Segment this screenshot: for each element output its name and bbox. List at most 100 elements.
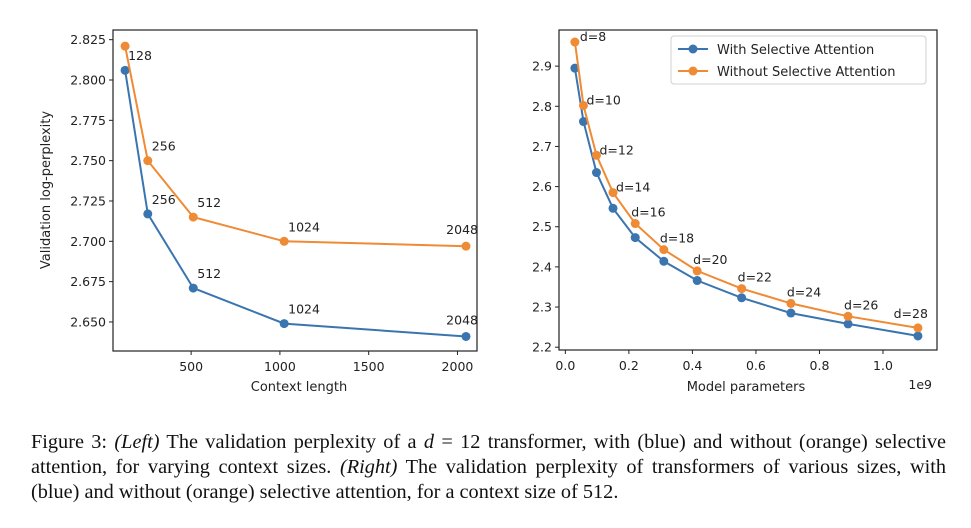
left-point-orange — [461, 241, 471, 251]
right-point-orange — [786, 298, 796, 308]
left-y-axis-label: Validation log-perplexity — [39, 111, 54, 269]
left-x-tick-label: 1500 — [353, 359, 385, 374]
right-point-orange — [630, 219, 640, 229]
right-point-blue — [578, 117, 588, 127]
right-point-orange — [570, 37, 580, 47]
legend-marker-blue — [688, 44, 698, 54]
left-data-label: 256 — [152, 192, 176, 207]
left-data-label: 512 — [197, 266, 221, 281]
figure: 2.6502.6752.7002.7252.7502.7752.8002.825… — [39, 29, 938, 395]
right-y-tick-label: 2.5 — [532, 219, 552, 234]
right-point-orange — [659, 245, 669, 255]
left-y-tick-label: 2.725 — [70, 193, 106, 208]
right-point-blue — [786, 308, 796, 318]
left-point-orange — [143, 156, 153, 166]
right-point-blue — [591, 168, 601, 178]
right-point-blue — [913, 331, 923, 341]
right-point-blue — [630, 233, 640, 243]
right-data-label: d=8 — [580, 29, 606, 44]
right-x-tick-label: 0.6 — [746, 358, 766, 373]
left-series-blue: 256 512 1024 2048 — [120, 65, 478, 341]
left-point-orange — [120, 41, 130, 51]
left-data-label: 2048 — [446, 312, 478, 327]
left-x-tick-label: 2000 — [442, 359, 474, 374]
left-x-tick-label: 500 — [179, 359, 203, 374]
right-y-tick-label: 2.6 — [532, 179, 552, 194]
right-data-label: d=18 — [660, 231, 694, 246]
right-series-orange: d=8 d=10 d=12 d=14 d=16 d=18 d=20 d=22 d=24 d=26 d… — [570, 29, 928, 333]
caption-left-tag: (Left) — [114, 431, 160, 453]
right-point-orange — [608, 188, 618, 198]
left-data-label: 256 — [152, 139, 176, 154]
right-data-label: d=26 — [844, 297, 878, 312]
right-line-blue — [573, 67, 919, 337]
caption-math-var: d — [423, 431, 435, 453]
right-x-ticks: 0.0 0.2 0.4 0.6 0.8 1.0 — [555, 350, 893, 373]
left-y-tick-label: 2.800 — [70, 73, 106, 88]
right-y-tick-label: 2.4 — [532, 259, 552, 274]
left-y-tick-label: 2.675 — [70, 274, 106, 289]
left-y-tick-label: 2.825 — [70, 32, 106, 47]
right-y-tick-label: 2.7 — [532, 139, 552, 154]
caption-part3: The validation perplexity of transformer… — [31, 456, 946, 503]
right-point-blue — [659, 256, 669, 266]
right-y-tick-label: 2.8 — [532, 99, 552, 114]
right-plot-frame — [558, 29, 938, 351]
caption-prefix: Figure 3: — [31, 431, 115, 453]
left-point-blue — [120, 65, 130, 75]
left-y-tick-label: 2.700 — [70, 234, 106, 249]
right-y-tick-label: 2.2 — [532, 340, 552, 355]
right-point-blue — [692, 276, 702, 286]
right-point-orange — [737, 284, 747, 294]
legend-entry-with: With Selective Attention — [717, 43, 874, 58]
right-x-tick-label: 1.0 — [873, 358, 893, 373]
legend-entry-without: Without Selective Attention — [717, 65, 895, 80]
right-data-label: d=14 — [616, 180, 650, 195]
left-data-label: 2048 — [446, 222, 478, 237]
right-point-orange — [843, 311, 853, 321]
left-data-label: 1024 — [288, 302, 320, 317]
left-data-label: 128 — [128, 48, 152, 63]
left-plot-frame — [112, 29, 478, 352]
left-data-label: 1024 — [288, 219, 320, 234]
right-y-ticks: 2.2 2.3 2.4 2.5 2.6 2.7 2.8 2.9 — [532, 59, 559, 355]
right-data-label: d=20 — [693, 252, 727, 267]
left-series-orange: 128 256 512 1024 2048 — [120, 41, 478, 251]
right-x-tick-label: 0.0 — [555, 358, 575, 373]
right-point-blue — [737, 293, 747, 303]
left-chart: 2.650 2.675 2.700 2.725 2.750 2.775 2.800 2.825… — [39, 29, 478, 395]
right-data-label: d=10 — [586, 92, 620, 107]
right-chart: 2.2 2.3 2.4 2.5 2.6 2.7 2.8 2.9 0.0 0.2 0.4 0.6 0.8… — [532, 29, 938, 395]
right-y-tick-label: 2.3 — [532, 300, 552, 315]
left-y-ticks: 2.650 2.675 2.700 2.725 2.750 2.775 2.800 2.825 — [70, 32, 113, 329]
right-data-label: d=16 — [631, 205, 665, 220]
legend-marker-orange — [688, 66, 698, 76]
figure-caption: Figure 3: (Left) The validation perplexi… — [31, 430, 946, 505]
right-x-tick-label: 0.8 — [810, 358, 830, 373]
right-point-orange — [578, 100, 588, 110]
right-x-axis-label: Model parameters — [687, 380, 806, 395]
left-point-orange — [188, 212, 198, 222]
right-point-orange — [692, 266, 702, 276]
right-data-label: d=12 — [599, 142, 633, 157]
caption-part1: The validation perplexity of a — [159, 431, 424, 453]
right-point-orange — [913, 323, 923, 333]
caption-part2: transformer, with (blue) and without (or… — [31, 431, 946, 478]
right-point-blue — [843, 319, 853, 329]
left-line-orange — [124, 45, 467, 248]
left-y-tick-label: 2.750 — [70, 153, 106, 168]
left-line-blue — [124, 70, 467, 338]
left-y-tick-label: 2.775 — [70, 113, 106, 128]
left-point-blue — [461, 331, 471, 341]
left-data-label: 512 — [197, 195, 221, 210]
caption-right-tag: (Right) — [339, 456, 398, 478]
left-series: 256 512 1024 2048 128 256 512 1024 2048 — [120, 41, 478, 341]
left-y-tick-label: 2.650 — [70, 314, 106, 329]
legend: With Selective Attention Without Selecti… — [670, 35, 927, 85]
right-x-tick-label: 0.2 — [619, 358, 639, 373]
right-y-tick-label: 2.9 — [532, 59, 552, 74]
left-point-blue — [143, 209, 153, 219]
right-data-label: d=28 — [894, 306, 928, 321]
right-point-orange — [591, 150, 601, 160]
right-series: d=8 d=10 d=12 d=14 d=16 d=18 d=20 d=22 d=24 d=26 d… — [570, 29, 928, 341]
